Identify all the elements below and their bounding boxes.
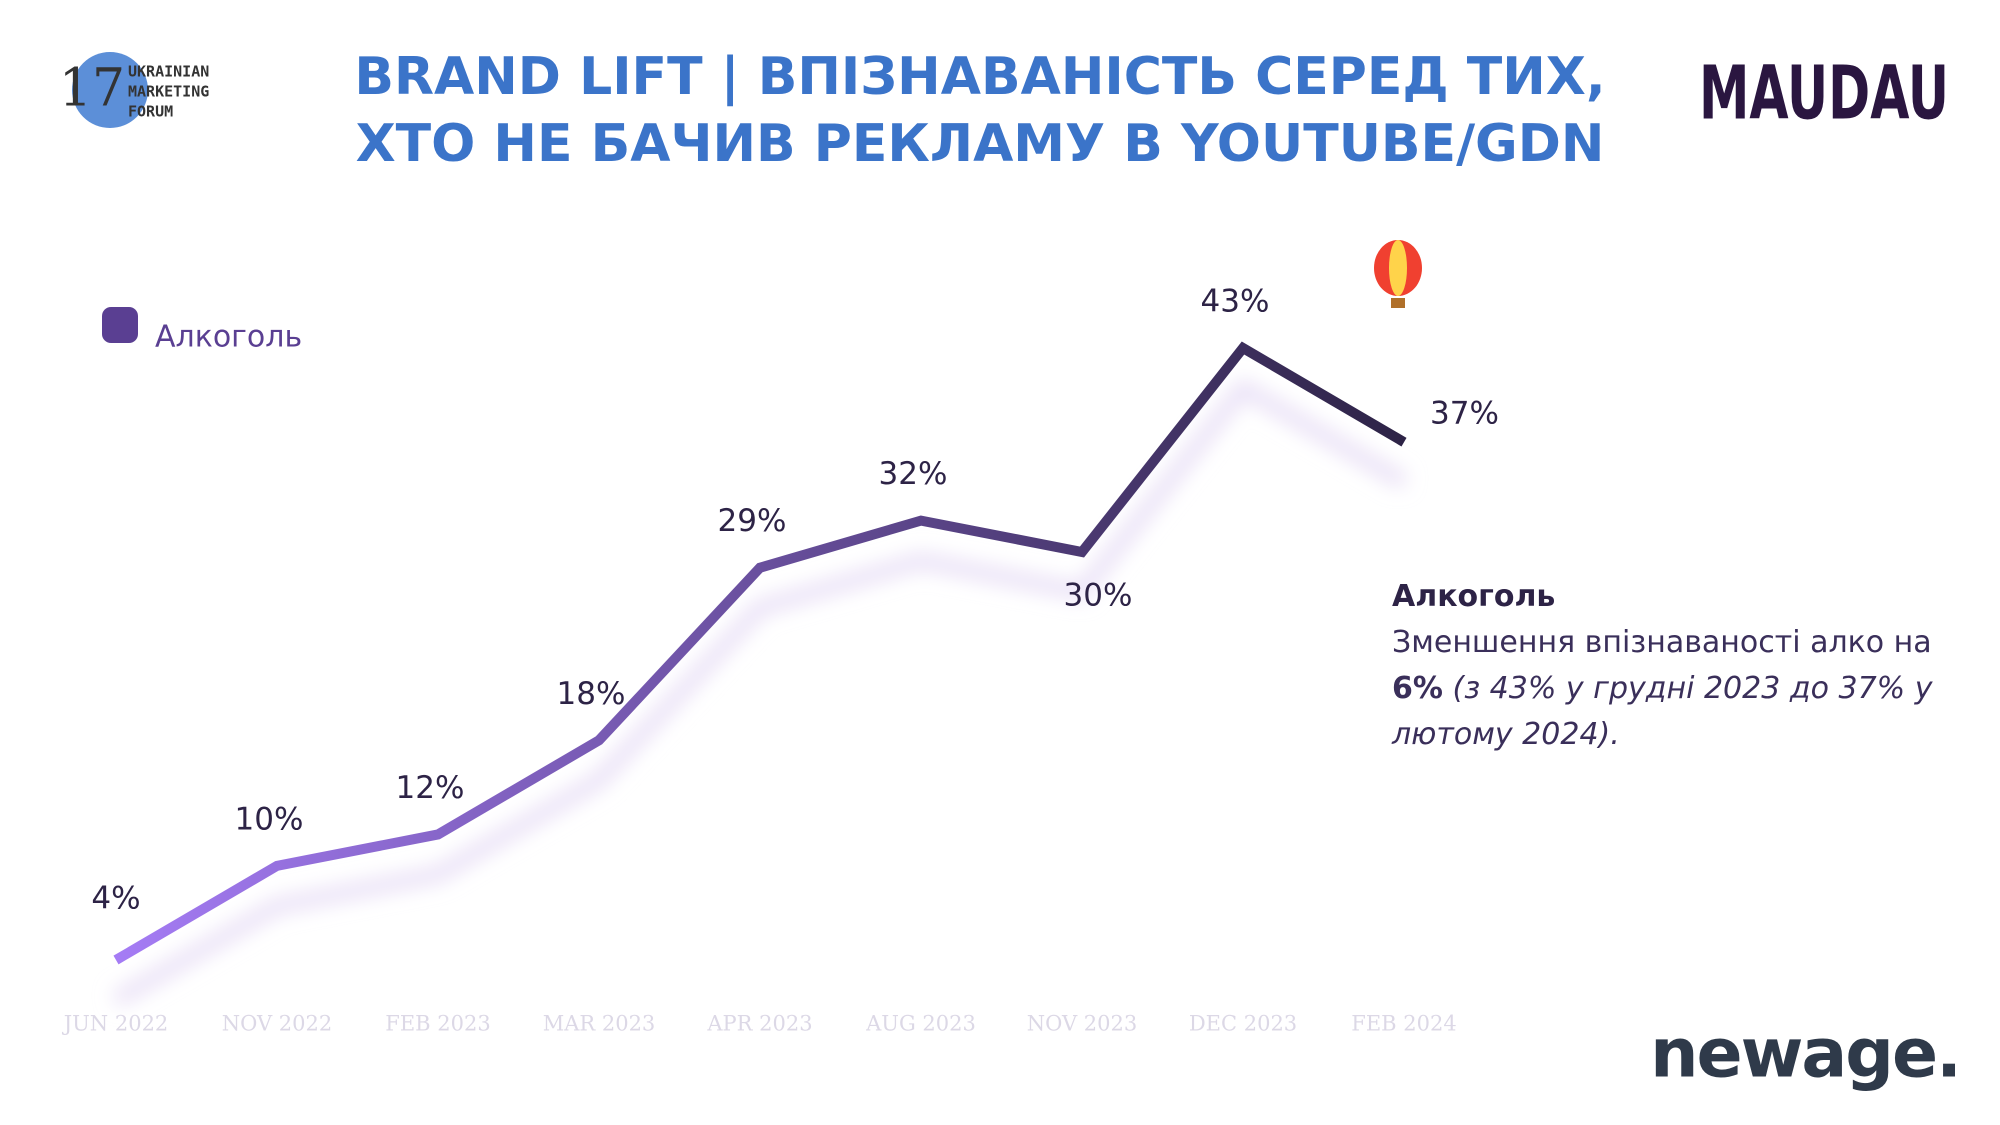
line (113, 341, 1407, 965)
data-label: 10% (235, 801, 304, 837)
line-shadow (112, 378, 1408, 1007)
x-tick-label: MAR 2023 (543, 1012, 656, 1036)
x-tick-label: NOV 2023 (1027, 1012, 1138, 1036)
balloon-icon (1374, 240, 1422, 308)
brand-logo: MAUDAU (1699, 51, 1949, 137)
data-label: 43% (1201, 284, 1270, 320)
data-label: 29% (718, 503, 787, 539)
x-tick-label: JUN 2022 (62, 1012, 169, 1036)
agency-logo: newage. (1650, 1015, 1960, 1094)
annotation: Алкоголь Зменшення впізнаваності алко на… (1392, 574, 1962, 758)
x-tick-label: APR 2023 (706, 1012, 812, 1036)
chart-title: BRAND LIFT | ВПІЗНАВАНІСТЬ СЕРЕД ТИХ, (354, 47, 1605, 107)
data-label: 12% (396, 770, 465, 806)
x-tick-label: DEC 2023 (1189, 1012, 1297, 1036)
x-tick-label: FEB 2023 (385, 1012, 490, 1036)
forum-name: MARKETING (128, 83, 209, 101)
forum-name: FORUM (128, 103, 173, 121)
data-label: 4% (91, 881, 140, 917)
chart-subtitle: ХТО НЕ БАЧИВ РЕКЛАМУ В YOUTUBE/GDN (356, 114, 1605, 174)
data-label: 18% (557, 676, 626, 712)
data-label: 30% (1064, 578, 1133, 614)
x-tick-label: FEB 2024 (1351, 1012, 1456, 1036)
annotation-text: Зменшення впізнаваності алко на (1392, 625, 1932, 660)
forum-number: 17 (59, 59, 125, 119)
data-label: 32% (879, 456, 948, 492)
data-label: 37% (1430, 396, 1499, 432)
annotation-highlight: 6% (1392, 671, 1443, 706)
legend-swatch (102, 307, 138, 343)
forum-name: UKRAINIAN (128, 63, 209, 81)
forum-logo (72, 52, 148, 128)
x-tick-label: AUG 2023 (865, 1012, 976, 1036)
x-tick-label: NOV 2022 (222, 1012, 333, 1036)
annotation-note: (з 43% у грудні 2023 до 37% у лютому 202… (1392, 671, 1933, 752)
legend-label: Алкоголь (155, 320, 302, 355)
annotation-title: Алкоголь (1392, 579, 1556, 614)
